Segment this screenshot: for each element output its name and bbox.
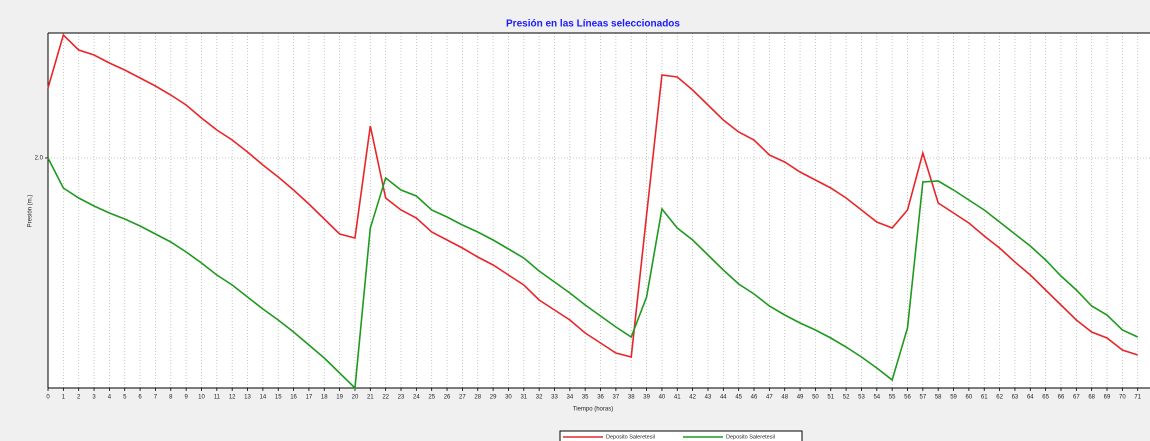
x-tick-label: 29	[490, 395, 497, 401]
x-tick-label: 24	[413, 395, 420, 401]
x-tick-label: 31	[520, 395, 527, 401]
x-tick-label: 66	[1058, 395, 1065, 401]
x-tick-label: 14	[260, 395, 267, 401]
x-tick-label: 6	[138, 395, 142, 401]
x-tick-label: 44	[720, 395, 727, 401]
legend-label: Deposito Saleretesil	[606, 434, 655, 440]
x-tick-label: 8	[169, 395, 173, 401]
x-tick-label: 13	[244, 395, 251, 401]
x-tick-label: 36	[597, 395, 604, 401]
x-tick-label: 15	[275, 395, 282, 401]
x-tick-label: 39	[643, 395, 650, 401]
series-line	[47, 33, 1138, 359]
x-tick-label: 5	[123, 395, 127, 401]
x-tick-label: 26	[444, 395, 451, 401]
x-tick-label: 67	[1073, 395, 1080, 401]
x-tick-label: 28	[474, 395, 481, 401]
x-tick-label: 35	[582, 395, 589, 401]
x-tick-label: 54	[873, 395, 880, 401]
x-tick-label: 70	[1119, 395, 1126, 401]
x-tick-label: 3	[92, 395, 96, 401]
x-tick-label: 1	[62, 395, 66, 401]
plot-area	[48, 33, 1150, 388]
x-tick-label: 4	[108, 395, 112, 401]
x-tick-label: 57	[920, 395, 927, 401]
x-tick-label: 30	[505, 395, 512, 401]
x-tick-label: 47	[766, 395, 773, 401]
x-tick-label: 40	[659, 395, 666, 401]
x-tick-label: 11	[214, 395, 221, 401]
x-tick-label: 21	[367, 395, 374, 401]
x-tick-label: 52	[843, 395, 850, 401]
x-tick-label: 41	[674, 395, 681, 401]
x-tick-label: 16	[290, 395, 297, 401]
x-axis-label: Tiempo (horas)	[573, 407, 613, 413]
x-tick-label: 18	[321, 395, 328, 401]
x-tick-label: 43	[705, 395, 712, 401]
y-tick-label: 2.0	[35, 156, 44, 162]
legend-label: Deposito Saleretesil	[726, 434, 775, 440]
x-tick-label: 58	[935, 395, 942, 401]
x-tick-label: 49	[797, 395, 804, 401]
x-tick-label: 55	[889, 395, 896, 401]
x-tick-label: 25	[428, 395, 435, 401]
series-line	[47, 157, 1139, 390]
x-tick-label: 69	[1104, 395, 1111, 401]
x-tick-label: 64	[1027, 395, 1034, 401]
x-tick-label: 37	[613, 395, 620, 401]
x-tick-label: 34	[566, 395, 573, 401]
x-tick-label: 12	[229, 395, 236, 401]
x-tick-label: 23	[398, 395, 405, 401]
x-tick-label: 51	[827, 395, 834, 401]
x-tick-label: 17	[306, 395, 313, 401]
x-tick-label: 38	[628, 395, 635, 401]
x-tick-label: 60	[966, 395, 973, 401]
x-tick-label: 10	[198, 395, 205, 401]
x-tick-label: 71	[1134, 395, 1141, 401]
x-tick-label: 50	[812, 395, 819, 401]
x-tick-label: 63	[1012, 395, 1019, 401]
x-tick-label: 20	[352, 395, 359, 401]
x-tick-label: 59	[950, 395, 957, 401]
x-tick-label: 65	[1042, 395, 1049, 401]
x-tick-label: 7	[154, 395, 158, 401]
x-tick-label: 56	[904, 395, 911, 401]
x-tick-label: 62	[996, 395, 1003, 401]
y-axis-label: Presión (m.)	[28, 195, 34, 228]
x-tick-label: 48	[781, 395, 788, 401]
x-tick-label: 27	[459, 395, 466, 401]
x-tick-label: 42	[689, 395, 696, 401]
x-tick-label: 61	[981, 395, 988, 401]
x-tick-label: 22	[382, 395, 389, 401]
x-tick-label: 2	[77, 395, 81, 401]
x-tick-label: 19	[336, 395, 343, 401]
chart-title: Presión en las Líneas seleccionados	[506, 19, 680, 30]
x-tick-label: 53	[858, 395, 865, 401]
legend-box	[559, 430, 803, 441]
x-tick-label: 0	[46, 395, 50, 401]
x-tick-label: 46	[751, 395, 758, 401]
x-tick-label: 33	[551, 395, 558, 401]
x-tick-label: 9	[184, 395, 188, 401]
x-tick-label: 32	[536, 395, 543, 401]
x-tick-label: 45	[735, 395, 742, 401]
x-tick-label: 68	[1088, 395, 1095, 401]
